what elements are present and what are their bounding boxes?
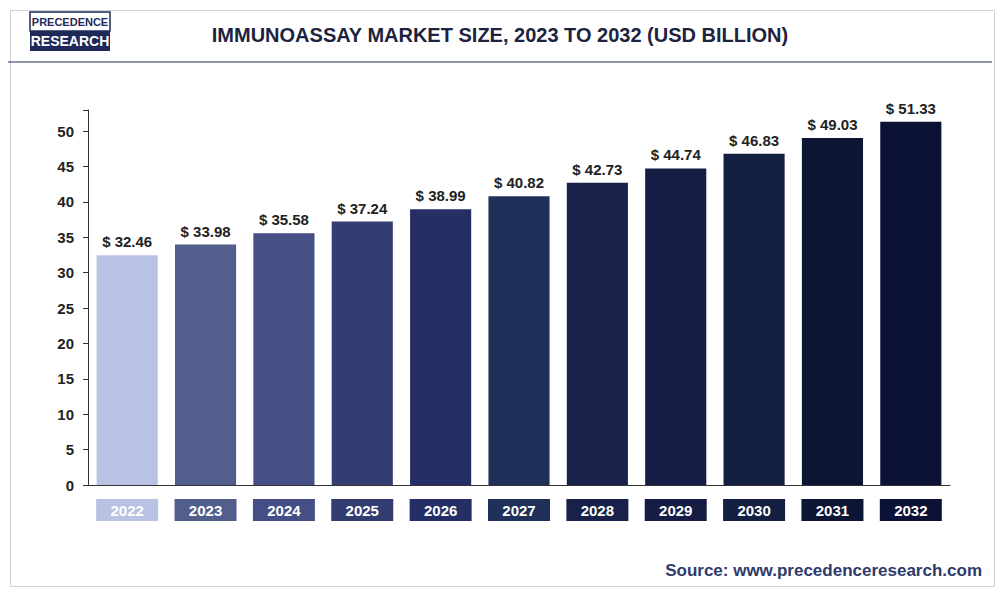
svg-text:$ 44.74: $ 44.74	[651, 146, 702, 163]
svg-text:2025: 2025	[346, 502, 379, 519]
svg-text:2030: 2030	[737, 502, 770, 519]
svg-text:$ 49.03: $ 49.03	[807, 116, 857, 133]
svg-text:15: 15	[57, 370, 74, 387]
svg-text:20: 20	[57, 335, 74, 352]
svg-text:2031: 2031	[816, 502, 849, 519]
svg-text:$ 46.83: $ 46.83	[729, 132, 779, 149]
svg-text:2026: 2026	[424, 502, 457, 519]
svg-text:2029: 2029	[659, 502, 692, 519]
svg-text:$ 40.82: $ 40.82	[494, 174, 544, 191]
svg-text:$ 35.58: $ 35.58	[259, 211, 309, 228]
svg-text:35: 35	[57, 229, 74, 246]
svg-text:IMMUNOASSAY MARKET SIZE, 2023: IMMUNOASSAY MARKET SIZE, 2023 TO 2032 (U…	[212, 24, 788, 46]
svg-text:PRECEDENCE: PRECEDENCE	[32, 16, 108, 28]
svg-text:2027: 2027	[502, 502, 535, 519]
svg-text:$ 37.24: $ 37.24	[337, 200, 388, 217]
svg-text:$ 38.99: $ 38.99	[416, 187, 466, 204]
svg-text:2028: 2028	[581, 502, 614, 519]
svg-text:2024: 2024	[267, 502, 301, 519]
svg-text:$ 32.46: $ 32.46	[102, 233, 152, 250]
svg-text:30: 30	[57, 264, 74, 281]
svg-text:Source: www.precedenceresearch: Source: www.precedenceresearch.com	[665, 561, 982, 580]
svg-text:$ 51.33: $ 51.33	[886, 100, 936, 117]
svg-text:0: 0	[66, 477, 74, 494]
svg-text:25: 25	[57, 300, 74, 317]
svg-text:$ 33.98: $ 33.98	[181, 223, 231, 240]
svg-text:50: 50	[57, 123, 74, 140]
svg-text:2022: 2022	[110, 502, 143, 519]
svg-text:45: 45	[57, 158, 74, 175]
svg-text:$ 42.73: $ 42.73	[572, 161, 622, 178]
svg-text:5: 5	[66, 441, 74, 458]
svg-text:10: 10	[57, 406, 74, 423]
svg-text:2023: 2023	[189, 502, 222, 519]
svg-text:40: 40	[57, 193, 74, 210]
svg-text:RESEARCH: RESEARCH	[31, 33, 110, 49]
svg-text:2032: 2032	[894, 502, 927, 519]
